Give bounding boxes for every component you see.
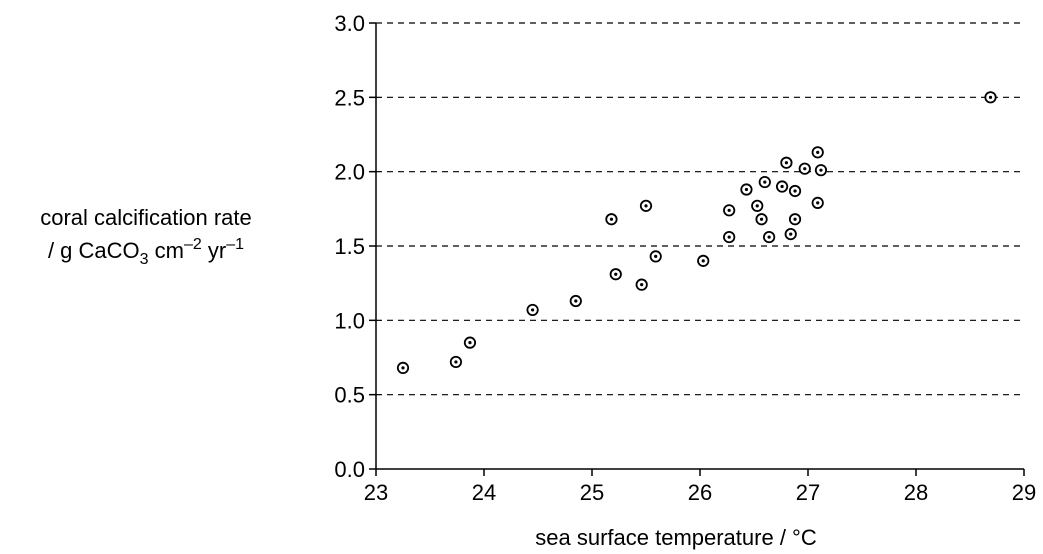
- data-point: [635, 278, 648, 291]
- data-point: [396, 361, 410, 375]
- data-point: [740, 183, 753, 196]
- y-axis-label-line1: coral calcification rate: [40, 205, 252, 230]
- y-tick-label: 2.5: [334, 85, 365, 110]
- y-tick-label: 2.0: [334, 160, 365, 185]
- x-tick-label: 27: [796, 480, 820, 505]
- data-point: [723, 204, 736, 217]
- x-axis-label: sea surface temperature / °C: [535, 525, 817, 550]
- data-point: [755, 213, 768, 226]
- x-tick-label: 24: [472, 480, 496, 505]
- data-points: [396, 91, 997, 375]
- y-tick-label: 0.0: [334, 457, 365, 482]
- x-tick-label: 25: [580, 480, 604, 505]
- data-point: [569, 294, 582, 308]
- data-point: [763, 230, 776, 244]
- y-ticks: 0.0 0.5 1.0 1.5 2.0 2.5 3.0: [334, 11, 376, 482]
- data-point: [984, 91, 997, 104]
- data-point: [788, 184, 802, 198]
- data-point: [758, 175, 771, 189]
- data-point: [639, 199, 653, 212]
- data-point: [751, 199, 764, 212]
- data-point: [609, 268, 622, 281]
- data-point: [526, 303, 539, 317]
- x-tick-label: 26: [688, 480, 712, 505]
- data-point: [697, 254, 710, 267]
- data-point: [814, 164, 828, 177]
- x-tick-label: 28: [904, 480, 928, 505]
- data-point: [788, 213, 802, 226]
- x-tick-label: 23: [364, 480, 388, 505]
- x-ticks: 23 24 25 26 27 28 29: [364, 469, 1036, 505]
- data-point: [723, 230, 736, 244]
- y-tick-label: 1.5: [334, 234, 365, 259]
- x-tick-label: 29: [1012, 480, 1036, 505]
- data-point: [449, 355, 463, 369]
- data-point: [605, 213, 618, 226]
- data-point: [649, 250, 662, 263]
- data-point: [784, 228, 797, 241]
- y-axis-label-line2: / g CaCO3 cm–2 yr–1: [48, 236, 244, 268]
- data-point: [811, 146, 824, 159]
- data-point: [811, 196, 824, 209]
- grid-lines: [376, 22, 1024, 396]
- y-tick-label: 3.0: [334, 11, 365, 36]
- data-point: [798, 162, 811, 175]
- data-point: [775, 180, 789, 193]
- y-tick-label: 0.5: [334, 383, 365, 408]
- data-point: [780, 156, 793, 169]
- y-tick-label: 1.0: [334, 308, 365, 333]
- data-point: [463, 336, 477, 349]
